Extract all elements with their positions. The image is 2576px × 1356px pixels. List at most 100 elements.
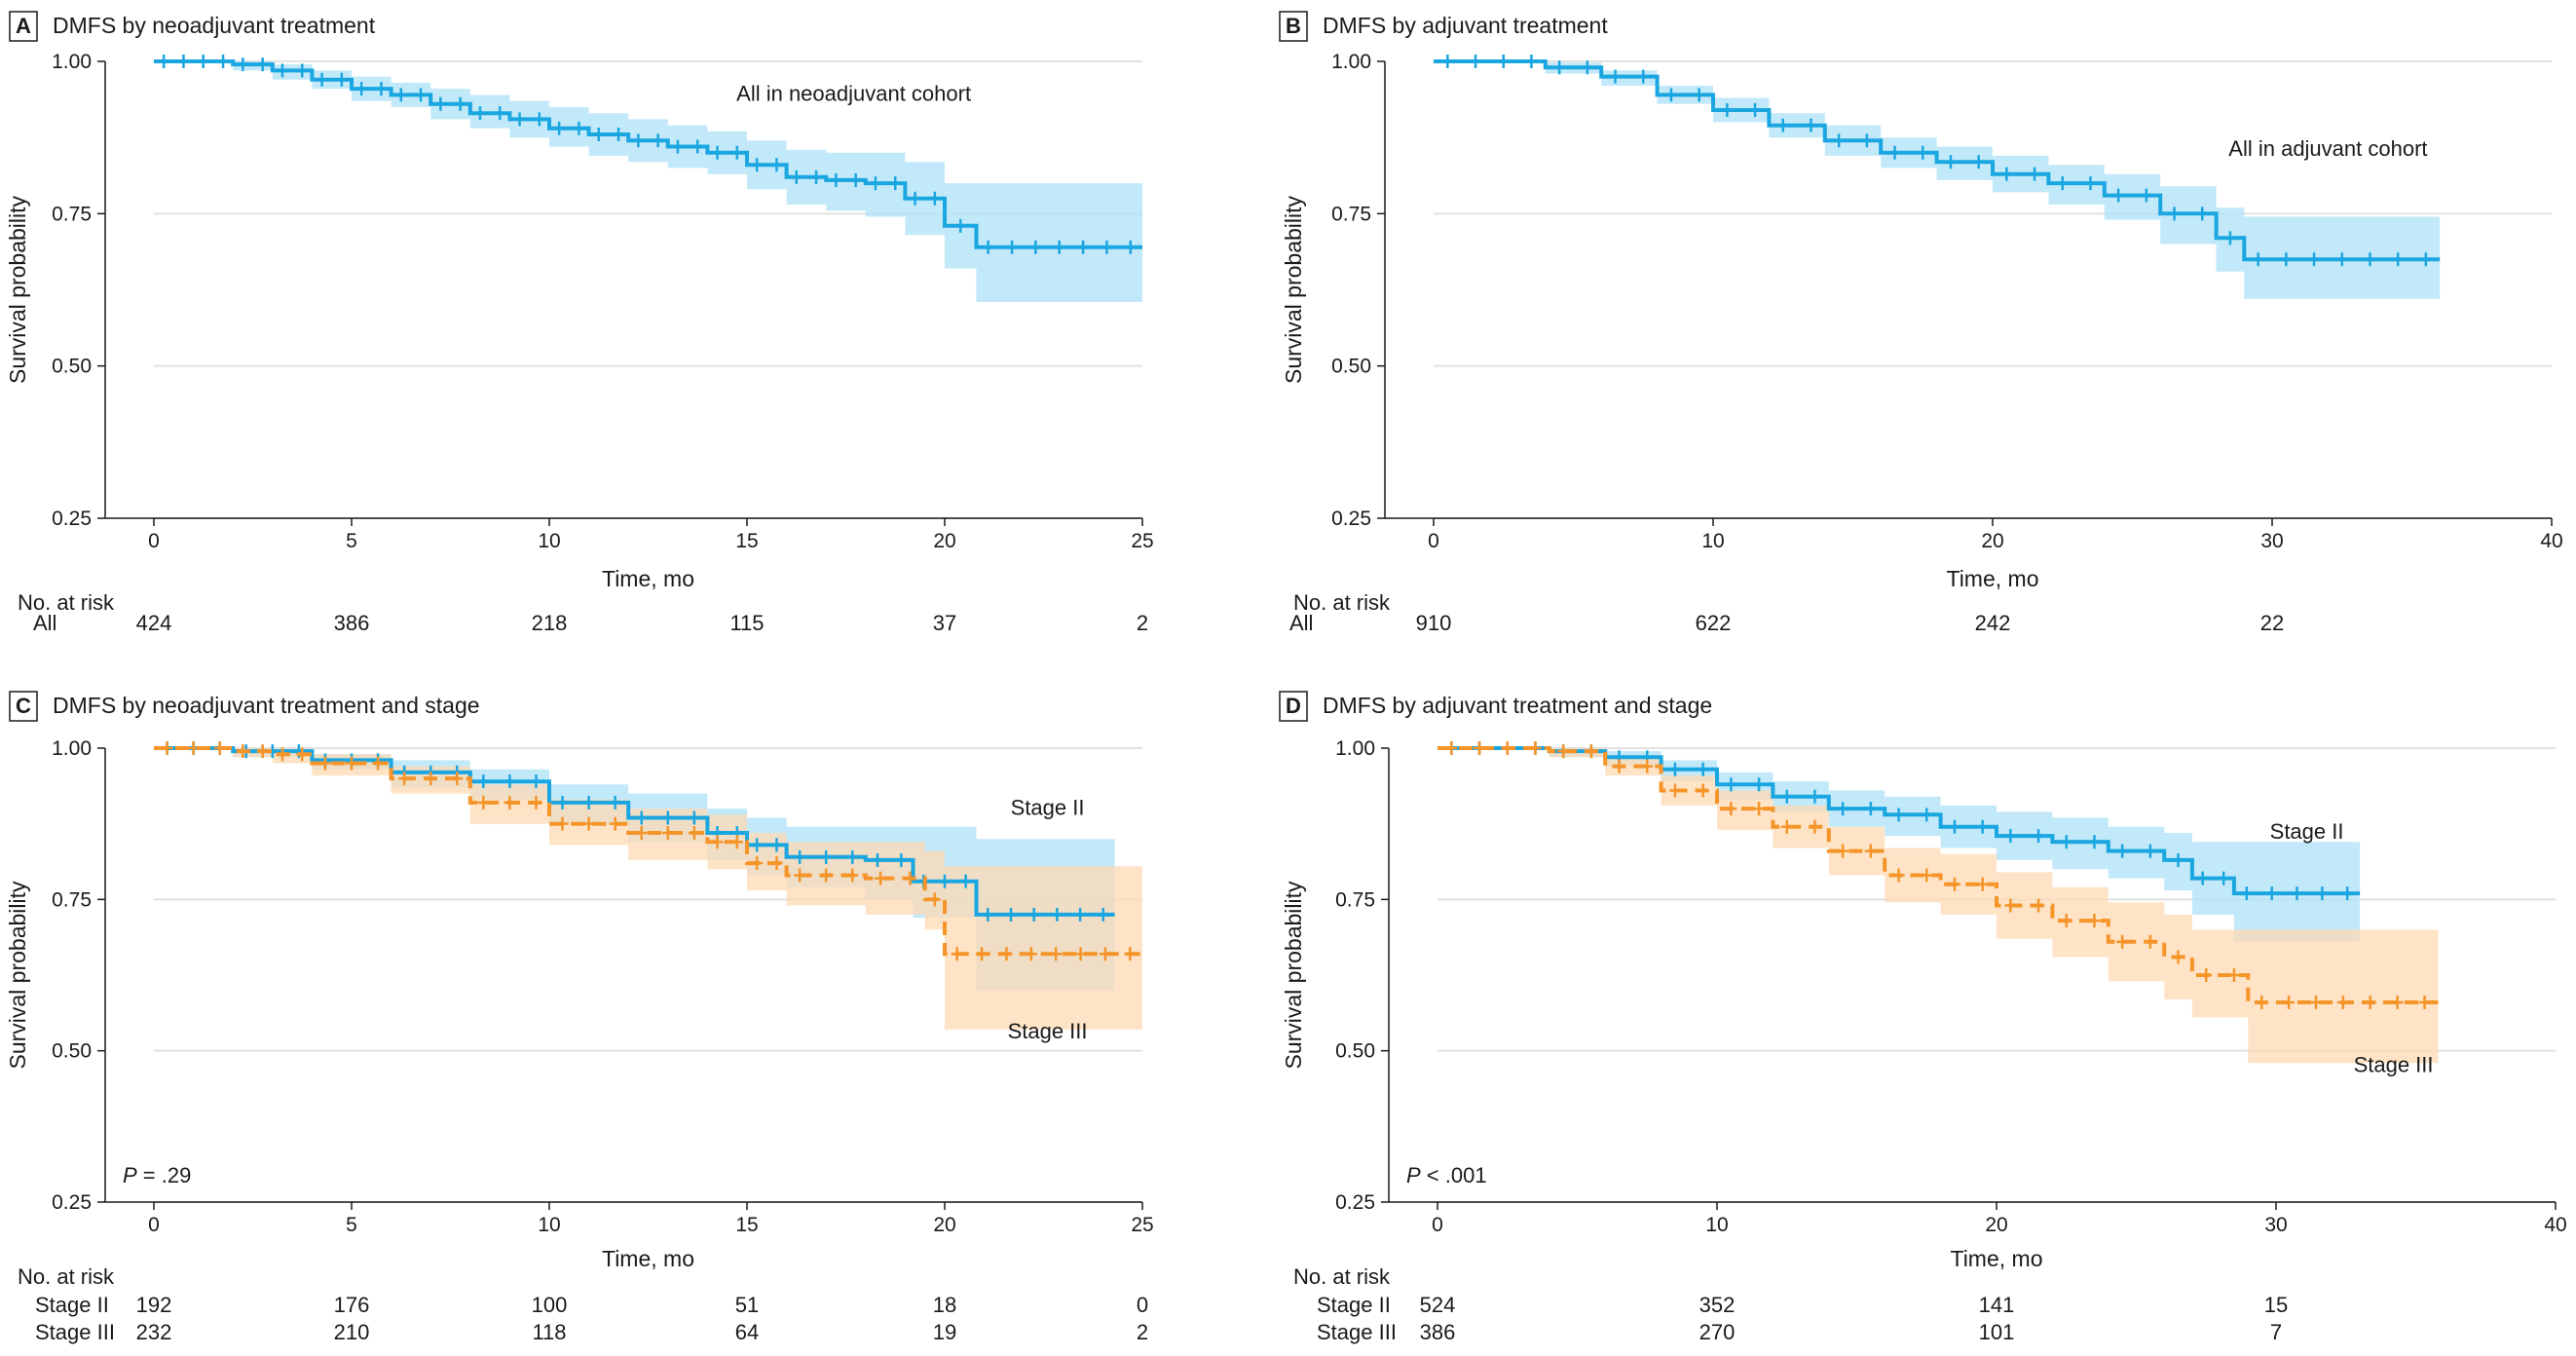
censor-mark — [1972, 155, 1985, 170]
censor-mark — [394, 88, 407, 102]
censor-mark — [1837, 844, 1849, 858]
censor-mark — [1097, 907, 1109, 922]
p-value-text: = .29 — [137, 1163, 192, 1187]
censor-mark — [2004, 898, 2017, 913]
censor-mark — [425, 772, 437, 786]
censor-mark — [2000, 167, 2013, 181]
censor-mark — [1693, 88, 1705, 102]
y-tick-label: 1.00 — [52, 737, 92, 760]
censor-mark — [871, 852, 883, 867]
panel-b: B DMFS by adjuvant treatment 0.25 0.50 0.75 1… — [1279, 11, 2563, 635]
censor-mark — [415, 88, 428, 102]
censor-mark — [671, 139, 684, 154]
censor-mark — [573, 121, 585, 135]
x-tick-label: 15 — [735, 1214, 758, 1236]
censor-mark — [473, 106, 486, 121]
panel-letter: B — [1286, 14, 1301, 38]
x-tick-label: 30 — [2264, 1214, 2287, 1236]
x-tick-label: 10 — [538, 530, 560, 552]
x-axis-title: Time, mo — [602, 566, 694, 591]
risk-row-label: All — [1289, 611, 1313, 635]
censor-mark — [398, 772, 411, 786]
y-tick-label: 0.25 — [52, 508, 92, 530]
censor-mark — [982, 907, 994, 922]
risk-count: 232 — [136, 1320, 172, 1344]
censor-mark — [2172, 950, 2184, 964]
curve-label: Stage II — [1011, 795, 1085, 819]
censor-mark — [711, 145, 724, 160]
y-tick-label: 0.75 — [1335, 888, 1375, 911]
risk-count: 524 — [1420, 1293, 1456, 1317]
censor-mark — [237, 57, 249, 72]
p-value: P = .29 — [123, 1163, 191, 1187]
censor-mark — [1101, 240, 1113, 254]
censor-mark — [2392, 252, 2405, 267]
p-value-symbol: P — [123, 1163, 137, 1187]
km-line-all — [154, 59, 1142, 249]
panel-letter: A — [16, 14, 31, 38]
y-tick-label: 0.75 — [1331, 203, 1371, 225]
censor-mark — [1944, 155, 1957, 170]
risk-row-label: Stage III — [1317, 1320, 1397, 1344]
risk-count: 118 — [532, 1320, 566, 1344]
y-tick-label: 0.50 — [1331, 356, 1371, 378]
x-tick-label: 15 — [735, 530, 758, 552]
censor-mark — [790, 170, 803, 184]
censor-mark — [1697, 762, 1709, 776]
x-tick-label: 40 — [2540, 530, 2562, 552]
censor-mark — [976, 947, 989, 961]
censor-mark — [1976, 819, 1989, 834]
censor-mark — [2218, 871, 2230, 885]
censor-mark — [556, 816, 569, 831]
censor-mark — [2265, 886, 2278, 901]
censor-mark — [846, 849, 859, 864]
censor-mark — [1697, 783, 1709, 798]
x-tick-label: 5 — [346, 1214, 357, 1236]
risk-table-title: No. at risk — [1293, 1264, 1391, 1289]
censor-mark — [451, 772, 464, 786]
risk-row-label: All — [33, 611, 56, 635]
censor-mark — [355, 82, 368, 96]
ci-band-stage-ii — [1437, 748, 2361, 942]
risk-table-title: No. at risk — [18, 1264, 115, 1289]
censor-mark — [1721, 103, 1734, 118]
censor-mark — [1581, 60, 1593, 75]
censor-mark — [2316, 886, 2329, 901]
censor-mark — [1753, 802, 1766, 816]
censor-mark — [909, 191, 921, 206]
risk-count: 101 — [1979, 1320, 2015, 1344]
censor-mark — [1445, 741, 1458, 755]
censor-mark — [533, 112, 545, 127]
censor-mark — [820, 868, 833, 883]
censor-mark — [1892, 868, 1905, 883]
censor-mark — [632, 133, 645, 148]
censor-mark — [530, 774, 542, 789]
risk-count: 115 — [729, 611, 764, 635]
censor-mark — [1668, 783, 1681, 798]
censor-mark — [177, 55, 190, 68]
censor-mark — [1074, 907, 1087, 922]
censor-mark — [691, 139, 704, 154]
y-tick-label: 0.25 — [1335, 1191, 1375, 1214]
censor-mark — [1921, 868, 1933, 883]
p-value-symbol: P — [1406, 1163, 1421, 1187]
risk-count: 7 — [2270, 1320, 2282, 1344]
risk-count: 218 — [532, 611, 568, 635]
censor-mark — [1917, 145, 1929, 160]
x-tick-label: 20 — [933, 530, 955, 552]
censor-mark — [889, 176, 902, 191]
censor-mark — [296, 747, 309, 762]
censor-mark — [2240, 886, 2253, 901]
x-tick-label: 0 — [1432, 1214, 1443, 1236]
censor-mark — [895, 852, 908, 867]
censor-mark — [318, 756, 331, 771]
censor-mark — [494, 106, 506, 121]
x-tick-label: 25 — [1131, 530, 1153, 552]
censor-mark — [372, 756, 385, 771]
censor-mark — [335, 72, 348, 87]
censor-mark — [1525, 55, 1538, 68]
censor-mark — [1099, 947, 1111, 961]
censor-mark — [820, 849, 833, 864]
x-axis-title: Time, mo — [1951, 1246, 2043, 1271]
